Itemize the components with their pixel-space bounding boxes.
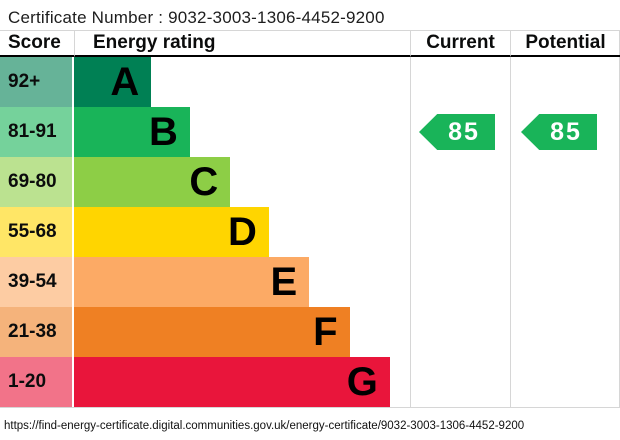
- column-header-current: Current: [410, 31, 510, 57]
- potential-cell-e: [510, 257, 620, 307]
- potential-cell-d: [510, 207, 620, 257]
- potential-rating-arrow: 85: [521, 114, 597, 150]
- score-range-a: 92+: [0, 57, 74, 107]
- band-bar-g: G: [74, 357, 390, 407]
- band-bar-cell-b: B: [74, 107, 410, 157]
- column-header-score: Score: [0, 31, 74, 57]
- certificate-url: https://find-energy-certificate.digital.…: [4, 420, 525, 432]
- column-header-potential: Potential: [510, 31, 620, 57]
- current-cell-d: [410, 207, 510, 257]
- band-bar-d: D: [74, 207, 269, 257]
- band-bar-cell-g: G: [74, 357, 410, 407]
- band-bar-c: C: [74, 157, 231, 207]
- column-header-energy-rating: Energy rating: [74, 31, 410, 57]
- current-cell-f: [410, 307, 510, 357]
- potential-cell-f: [510, 307, 620, 357]
- band-bar-e: E: [74, 257, 310, 307]
- current-cell-g: [410, 357, 510, 407]
- band-bar-cell-a: A: [74, 57, 410, 107]
- score-range-f: 21-38: [0, 307, 74, 357]
- certificate-number: Certificate Number : 9032-3003-1306-4452…: [8, 8, 385, 27]
- band-bar-a: A: [74, 57, 152, 107]
- band-bar-f: F: [74, 307, 350, 357]
- score-range-c: 69-80: [0, 157, 74, 207]
- score-range-b: 81-91: [0, 107, 74, 157]
- current-cell-e: [410, 257, 510, 307]
- score-range-g: 1-20: [0, 357, 74, 407]
- band-bar-cell-f: F: [74, 307, 410, 357]
- current-cell-a: [410, 57, 510, 107]
- energy-rating-chart: Score Energy rating Current Potential 92…: [0, 30, 620, 408]
- band-bar-b: B: [74, 107, 190, 157]
- score-range-e: 39-54: [0, 257, 74, 307]
- potential-cell-g: [510, 357, 620, 407]
- potential-cell-b: 85: [510, 107, 620, 157]
- current-rating-arrow: 85: [419, 114, 495, 150]
- band-bar-cell-c: C: [74, 157, 410, 207]
- potential-cell-a: [510, 57, 620, 107]
- potential-cell-c: [510, 157, 620, 207]
- band-bar-cell-d: D: [74, 207, 410, 257]
- score-range-d: 55-68: [0, 207, 74, 257]
- current-cell-c: [410, 157, 510, 207]
- band-bar-cell-e: E: [74, 257, 410, 307]
- current-cell-b: 85: [410, 107, 510, 157]
